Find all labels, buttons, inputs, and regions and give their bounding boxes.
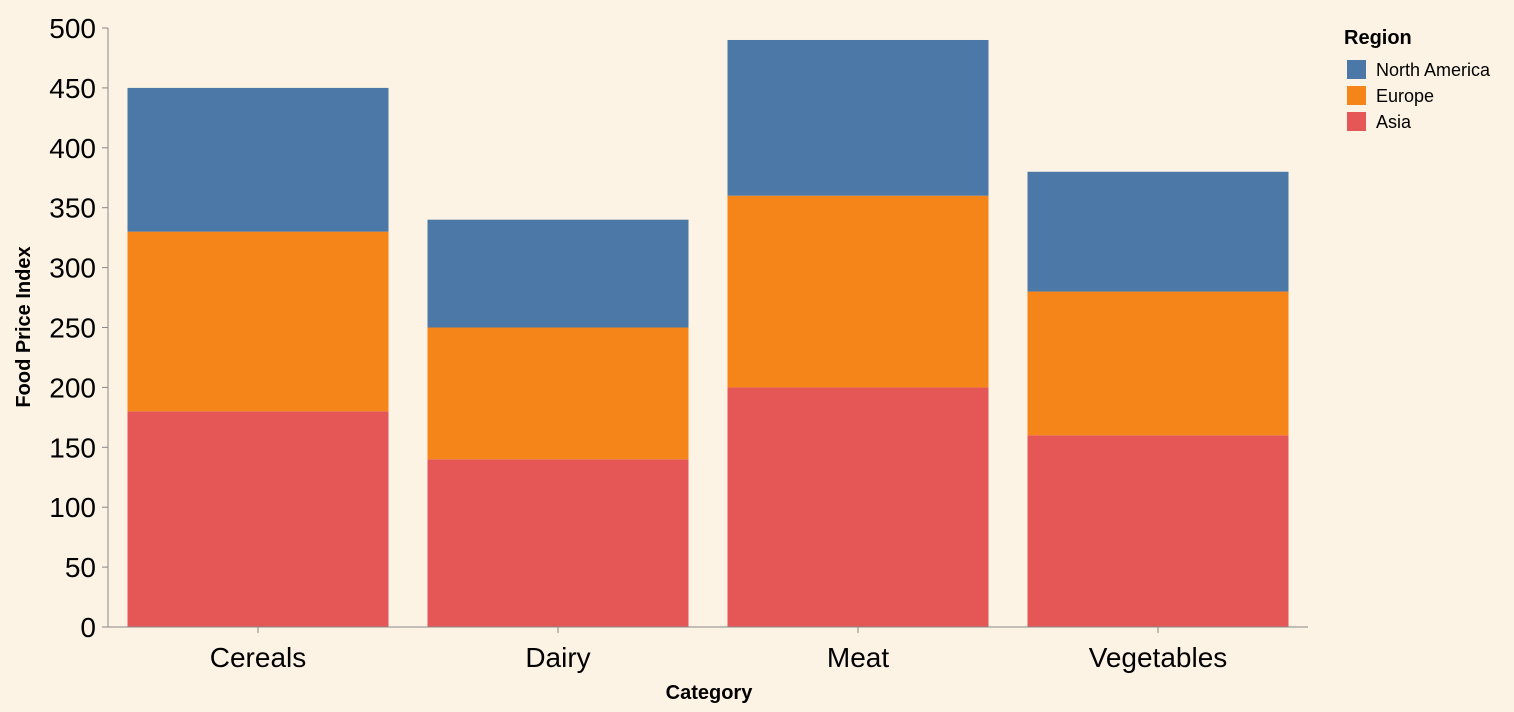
bar-meat-north-america <box>727 39 989 196</box>
bar-vegetables-asia <box>1027 435 1289 627</box>
axes-layer: 0 50 100 150 200 250 300 350 400 450 500 Cereals Dai… <box>49 13 1308 673</box>
legend-label-asia: Asia <box>1376 112 1412 132</box>
y-tick-label: 0 <box>80 612 96 643</box>
legend-label-europe: Europe <box>1376 86 1434 106</box>
y-tick-label: 500 <box>49 13 96 44</box>
y-tick-label: 400 <box>49 133 96 164</box>
bars-layer <box>127 39 1289 627</box>
x-axis-title: Category <box>666 682 754 704</box>
bar-vegetables-north-america <box>1027 171 1289 292</box>
bar-cereals-north-america <box>127 87 389 232</box>
x-tick-label-dairy: Dairy <box>525 642 590 673</box>
legend: Region North America Europe Asia <box>1344 27 1491 132</box>
bar-cereals-asia <box>127 411 389 627</box>
y-tick-label: 200 <box>49 372 96 403</box>
legend-title: Region <box>1344 27 1412 49</box>
bar-dairy-north-america <box>427 219 689 328</box>
y-tick-label: 350 <box>49 193 96 224</box>
x-tick-label-cereals: Cereals <box>210 642 306 673</box>
y-tick-label: 450 <box>49 73 96 104</box>
bar-cereals-europe <box>127 231 389 412</box>
bar-dairy-asia <box>427 459 689 627</box>
y-tick-label: 250 <box>49 313 96 344</box>
bar-meat-asia <box>727 387 989 627</box>
y-tick-label: 150 <box>49 432 96 463</box>
y-tick-label: 50 <box>65 552 96 583</box>
y-axis-title: Food Price Index <box>13 246 35 407</box>
x-tick-label-meat: Meat <box>827 642 889 673</box>
y-tick-label: 100 <box>49 492 96 523</box>
bar-vegetables-europe <box>1027 291 1289 436</box>
legend-label-north-america: North America <box>1376 60 1491 80</box>
x-tick-label-vegetables: Vegetables <box>1089 642 1228 673</box>
y-tick-label: 300 <box>49 253 96 284</box>
legend-swatch-asia <box>1347 112 1366 131</box>
bar-dairy-europe <box>427 327 689 460</box>
legend-swatch-north-america <box>1347 60 1366 79</box>
legend-swatch-europe <box>1347 86 1366 105</box>
bar-meat-europe <box>727 195 989 388</box>
